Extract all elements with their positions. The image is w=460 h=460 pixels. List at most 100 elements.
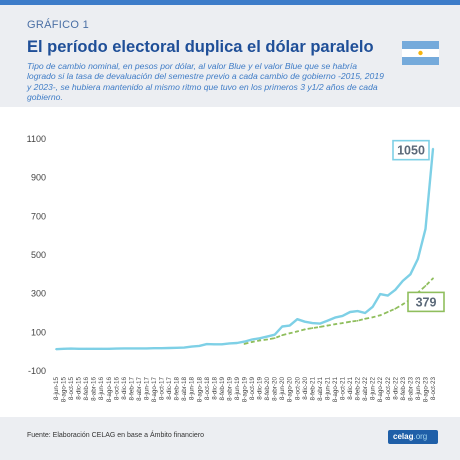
data-point (190, 345, 193, 348)
data-point (220, 343, 223, 346)
data-point (386, 311, 389, 313)
argentina-flag-icon (402, 41, 439, 65)
x-tick-label: 8-oct-23 (430, 377, 437, 401)
x-tick-label: 8-ago-21 (332, 377, 339, 403)
data-point (175, 346, 178, 349)
data-point (424, 285, 427, 287)
data-point (70, 347, 72, 350)
data-point (364, 312, 367, 314)
x-tick-label: 8-ago-20 (287, 377, 294, 403)
x-tick-label: 8-feb-17 (128, 377, 135, 401)
data-point (326, 324, 329, 327)
series-line-blue (55, 148, 435, 351)
data-point (198, 344, 201, 347)
x-tick-label: 8-jun-15 (53, 377, 60, 401)
data-point (401, 303, 404, 306)
data-point (364, 317, 367, 320)
data-point (349, 311, 351, 313)
data-point (371, 305, 374, 308)
data-point (296, 330, 299, 333)
x-tick-label: 8-dic-17 (166, 377, 173, 400)
x-tick-label: 8-abr-23 (407, 377, 414, 401)
data-point (334, 323, 336, 326)
data-point (303, 328, 306, 331)
chart-kicker: GRÁFICO 1 (27, 19, 89, 31)
data-point (228, 342, 231, 345)
data-point (55, 348, 57, 351)
data-point (341, 315, 344, 317)
data-point (424, 228, 427, 230)
x-tick-label: 8-ago-22 (377, 377, 384, 403)
top-accent-bar (0, 0, 460, 5)
data-point (205, 343, 208, 346)
x-tick-label: 8-dic-18 (211, 377, 218, 400)
data-point (341, 322, 344, 324)
data-point (432, 277, 434, 280)
data-point (100, 347, 103, 350)
x-tick-label: 8-jun-18 (189, 377, 196, 401)
y-tick-label: 300 (31, 289, 46, 299)
x-tick-label: 8-oct-22 (385, 377, 392, 401)
x-tick-label: 8-abr-16 (91, 377, 98, 401)
data-point (213, 343, 216, 346)
x-tick-label: 8-jun-19 (234, 377, 241, 401)
data-point (281, 334, 284, 337)
x-tick-label: 8-jun-20 (279, 377, 286, 401)
x-tick-label: 8-ago-17 (151, 377, 158, 403)
x-tick-label: 8-feb-22 (355, 377, 362, 401)
data-point (266, 335, 269, 338)
logo-suffix: .org (413, 432, 428, 441)
data-point (432, 147, 434, 150)
x-tick-label: 8-abr-20 (272, 377, 279, 401)
data-point (107, 347, 110, 350)
x-tick-label: 8-feb-16 (83, 377, 90, 401)
data-point (409, 273, 412, 276)
x-tick-label: 8-feb-21 (309, 377, 316, 401)
data-point (303, 320, 306, 323)
x-tick-label: 8-feb-18 (174, 377, 181, 401)
x-tick-label: 8-dic-22 (392, 377, 399, 400)
data-point (160, 347, 163, 350)
data-point (288, 324, 291, 327)
data-point (356, 319, 359, 322)
chart-subtitle: Tipo de cambio nominal, en pesos por dól… (27, 61, 384, 103)
data-point (153, 347, 155, 350)
data-point (145, 347, 148, 350)
data-point (319, 322, 321, 325)
chart-title: El período electoral duplica el dólar pa… (27, 38, 374, 56)
x-tick-label: 8-abr-18 (181, 377, 188, 401)
x-tick-label: 8-abr-21 (317, 377, 324, 401)
x-tick-label: 8-oct-18 (204, 377, 211, 401)
data-point (122, 347, 125, 350)
x-tick-label: 8-jun-22 (370, 377, 377, 401)
y-tick-label: 100 (31, 327, 46, 337)
annotation-label: 379 (416, 295, 437, 309)
y-tick-label: -100 (28, 366, 46, 376)
x-tick-label: 8-ago-19 (242, 377, 249, 403)
data-point (311, 327, 314, 329)
x-tick-label: 8-abr-17 (136, 377, 143, 401)
x-tick-label: 8-dic-20 (302, 377, 309, 400)
data-point (138, 347, 140, 350)
data-point (115, 347, 118, 350)
x-tick-label: 8-jun-21 (324, 377, 331, 401)
data-point (258, 339, 261, 342)
x-tick-label: 8-ago-15 (61, 377, 68, 403)
data-point (371, 316, 374, 319)
data-point (251, 338, 253, 341)
x-tick-label: 8-ago-16 (106, 377, 113, 403)
x-tick-label: 8-oct-20 (294, 377, 301, 401)
data-point (266, 338, 269, 341)
x-tick-label: 8-abr-22 (362, 377, 369, 401)
data-point (417, 257, 419, 260)
logo-text: celag (393, 432, 414, 441)
x-tick-label: 8-jun-16 (98, 377, 105, 401)
x-tick-label: 8-ago-23 (422, 377, 429, 403)
x-tick-label: 8-ago-18 (196, 377, 203, 403)
y-tick-label: 1100 (27, 134, 46, 144)
x-tick-label: 8-feb-19 (219, 377, 226, 401)
data-point (296, 318, 299, 321)
data-point (85, 347, 88, 350)
y-tick-label: 700 (31, 211, 46, 221)
y-tick-label: 900 (31, 173, 46, 183)
